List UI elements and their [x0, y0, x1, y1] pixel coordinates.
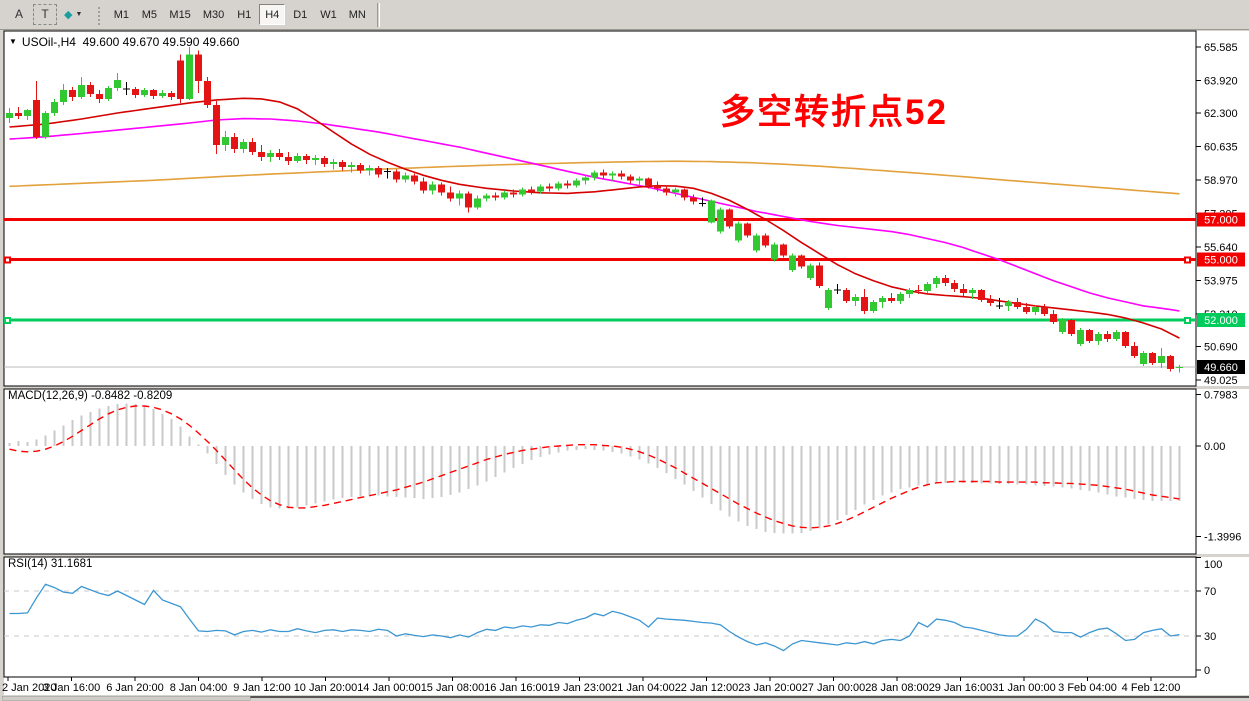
svg-text:4 Feb 12:00: 4 Feb 12:00 — [1122, 682, 1181, 694]
svg-text:15 Jan 08:00: 15 Jan 08:00 — [421, 682, 485, 694]
svg-text:52.000: 52.000 — [1204, 315, 1238, 327]
svg-text:30: 30 — [1204, 631, 1216, 643]
svg-text:14 Jan 00:00: 14 Jan 00:00 — [357, 682, 421, 694]
svg-text:55.000: 55.000 — [1204, 255, 1238, 267]
svg-text:23 Jan 20:00: 23 Jan 20:00 — [738, 682, 802, 694]
macd-panel — [3, 388, 1197, 555]
svg-text:27 Jan 00:00: 27 Jan 00:00 — [802, 682, 866, 694]
toolbar-grip[interactable] — [96, 4, 102, 25]
svg-text:0.00: 0.00 — [1204, 441, 1225, 453]
svg-text:0.7983: 0.7983 — [1204, 390, 1238, 402]
svg-text:16 Jan 16:00: 16 Jan 16:00 — [484, 682, 548, 694]
svg-text:21 Jan 04:00: 21 Jan 04:00 — [611, 682, 675, 694]
svg-text:3 Jan 16:00: 3 Jan 16:00 — [43, 682, 101, 694]
svg-text:3 Feb 04:00: 3 Feb 04:00 — [1058, 682, 1117, 694]
svg-text:9 Jan 12:00: 9 Jan 12:00 — [233, 682, 291, 694]
svg-text:55.640: 55.640 — [1204, 242, 1238, 254]
timeframe-h4-button[interactable]: H4 — [259, 4, 286, 25]
arrows-dropdown[interactable]: ◆ ▼ — [59, 4, 87, 25]
svg-text:63.920: 63.920 — [1204, 75, 1238, 87]
toolbar-tools: A T ◆ ▼ — [6, 3, 88, 26]
svg-text:19 Jan 23:00: 19 Jan 23:00 — [548, 682, 612, 694]
timeframe-m1-button[interactable]: M1 — [108, 4, 134, 25]
main-price-panel — [3, 30, 1197, 387]
svg-text:65.585: 65.585 — [1204, 42, 1238, 54]
svg-text:10 Jan 20:00: 10 Jan 20:00 — [294, 682, 358, 694]
svg-text:49.660: 49.660 — [1204, 362, 1238, 374]
font-tool[interactable]: A — [7, 4, 31, 25]
timeframe-d1-button[interactable]: D1 — [287, 4, 313, 25]
svg-text:58.970: 58.970 — [1204, 175, 1238, 187]
svg-text:53.975: 53.975 — [1204, 275, 1238, 287]
svg-text:8 Jan 04:00: 8 Jan 04:00 — [170, 682, 228, 694]
rsi-panel — [3, 556, 1197, 678]
text-label-tool[interactable]: T — [33, 3, 57, 25]
svg-text:50.690: 50.690 — [1204, 341, 1238, 353]
svg-text:62.300: 62.300 — [1204, 108, 1238, 120]
svg-text:2 Jan 2020: 2 Jan 2020 — [2, 682, 56, 694]
svg-text:0: 0 — [1204, 665, 1210, 677]
timeframe-h1-button[interactable]: H1 — [231, 4, 257, 25]
svg-text:22 Jan 12:00: 22 Jan 12:00 — [675, 682, 739, 694]
timeframe-m5-button[interactable]: M5 — [136, 4, 162, 25]
time-axis — [7, 677, 1152, 681]
svg-text:100: 100 — [1204, 559, 1222, 571]
timeframe-m30-button[interactable]: M30 — [198, 4, 229, 25]
toolbar: A T ◆ ▼ M1 M5 M15 M30 H1 H4 D1 W1 MN — [0, 0, 1249, 30]
svg-text:6 Jan 20:00: 6 Jan 20:00 — [106, 682, 164, 694]
timeframe-mn-button[interactable]: MN — [344, 4, 371, 25]
svg-text:57.000: 57.000 — [1204, 215, 1238, 227]
svg-text:31 Jan 00:00: 31 Jan 00:00 — [992, 682, 1056, 694]
timeframe-w1-button[interactable]: W1 — [315, 4, 342, 25]
svg-text:60.635: 60.635 — [1204, 141, 1238, 153]
svg-text:-1.3996: -1.3996 — [1204, 531, 1241, 543]
toolbar-timeframes: M1 M5 M15 M30 H1 H4 D1 W1 MN — [107, 4, 371, 25]
timeframe-m15-button[interactable]: M15 — [164, 4, 195, 25]
svg-text:28 Jan 08:00: 28 Jan 08:00 — [865, 682, 929, 694]
svg-text:29 Jan 16:00: 29 Jan 16:00 — [929, 682, 993, 694]
svg-text:70: 70 — [1204, 586, 1216, 598]
toolbar-separator — [376, 2, 380, 27]
svg-text:49.025: 49.025 — [1204, 375, 1238, 387]
